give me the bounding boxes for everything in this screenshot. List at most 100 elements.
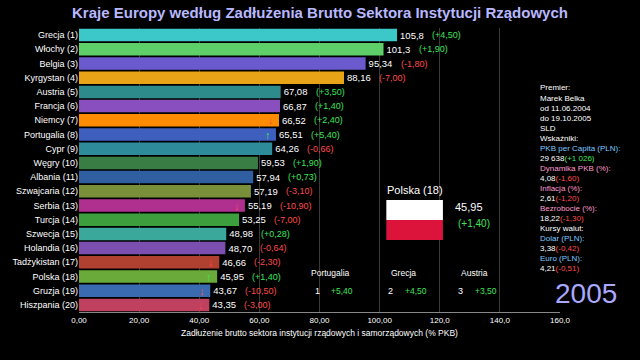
svg-text:(-3,10): (-3,10) xyxy=(286,186,313,196)
svg-text:53,25: 53,25 xyxy=(242,214,266,225)
svg-text:Francja (6): Francja (6) xyxy=(34,101,78,111)
svg-text:Szwecja (15): Szwecja (15) xyxy=(26,229,78,239)
svg-text:2,61(-1,20): 2,61(-1,20) xyxy=(540,194,579,203)
svg-text:Grecja: Grecja xyxy=(391,268,416,278)
svg-text:95,34: 95,34 xyxy=(369,58,393,69)
svg-text:(+1,40): (+1,40) xyxy=(252,272,281,282)
svg-text:Kraje Europy według Zadłużenia: Kraje Europy według Zadłużenia Brutto Se… xyxy=(72,4,568,21)
svg-text:Portugalia (8): Portugalia (8) xyxy=(24,130,78,140)
svg-text:Serbia (13): Serbia (13) xyxy=(33,201,78,211)
svg-text:46,66: 46,66 xyxy=(222,257,246,268)
svg-text:Austria (5): Austria (5) xyxy=(36,87,78,97)
svg-text:(+1,40): (+1,40) xyxy=(315,101,344,111)
svg-text:29 638(+1 026): 29 638(+1 026) xyxy=(540,154,595,163)
svg-text:Portugalia: Portugalia xyxy=(311,268,350,278)
svg-text:+3,50: +3,50 xyxy=(475,286,497,296)
svg-text:(+4,50): (+4,50) xyxy=(432,30,461,40)
svg-text:Turcja (14): Turcja (14) xyxy=(35,215,78,225)
svg-text:1: 1 xyxy=(315,286,320,296)
svg-text:Inflacja (%):: Inflacja (%): xyxy=(540,184,582,193)
svg-text:(-10,50): (-10,50) xyxy=(245,286,277,296)
svg-text:Dolar (PLN):: Dolar (PLN): xyxy=(540,234,584,243)
svg-text:40,00: 40,00 xyxy=(189,316,210,325)
svg-text:(+5,40): (+5,40) xyxy=(311,130,340,140)
svg-text:Belgia (3): Belgia (3) xyxy=(39,59,78,69)
svg-text:67,08: 67,08 xyxy=(284,86,308,97)
svg-text:20,00: 20,00 xyxy=(129,316,150,325)
svg-text:4,08(-1,60): 4,08(-1,60) xyxy=(540,174,579,183)
svg-text:(-7,00): (-7,00) xyxy=(274,215,301,225)
svg-text:Dynamika PKB (%):: Dynamika PKB (%): xyxy=(540,164,611,173)
svg-text:(-7,00): (-7,00) xyxy=(379,73,406,83)
svg-text:Cypr (9): Cypr (9) xyxy=(45,144,78,154)
svg-text:(+0,73): (+0,73) xyxy=(288,172,317,182)
svg-text:Kursy walut:: Kursy walut: xyxy=(540,224,584,233)
svg-text:4,21(-0,51): 4,21(-0,51) xyxy=(540,264,579,273)
svg-text:(-10,90): (-10,90) xyxy=(280,201,312,211)
svg-text:Wskaźniki:: Wskaźniki: xyxy=(540,134,578,143)
svg-text:55,19: 55,19 xyxy=(248,200,272,211)
svg-text:Kyrgystan (4): Kyrgystan (4) xyxy=(24,73,78,83)
svg-text:↑: ↑ xyxy=(265,129,271,141)
svg-text:↓: ↓ xyxy=(198,299,204,311)
svg-text:Albania (11): Albania (11) xyxy=(30,172,78,182)
svg-text:Hiszpania (20): Hiszpania (20) xyxy=(20,300,78,310)
svg-text:120,0: 120,0 xyxy=(430,316,451,325)
svg-text:57,94: 57,94 xyxy=(256,172,280,183)
svg-text:65,51: 65,51 xyxy=(279,129,303,140)
svg-text:Euro (PLN):: Euro (PLN): xyxy=(540,254,582,263)
svg-text:Węgry (10): Węgry (10) xyxy=(33,158,78,168)
svg-text:80,00: 80,00 xyxy=(309,316,330,325)
svg-text:(+1,90): (+1,90) xyxy=(419,44,448,54)
svg-text:Tadżykistan (17): Tadżykistan (17) xyxy=(12,257,78,267)
svg-text:↓: ↓ xyxy=(199,285,205,297)
svg-text:↓: ↓ xyxy=(234,200,240,212)
svg-text:105,8: 105,8 xyxy=(400,30,424,41)
svg-text:(+2,40): (+2,40) xyxy=(314,115,343,125)
svg-text:PKB per Capita (PLN):: PKB per Capita (PLN): xyxy=(540,144,620,153)
svg-text:60,00: 60,00 xyxy=(249,316,270,325)
svg-text:88,16: 88,16 xyxy=(347,72,371,83)
svg-text:45,95: 45,95 xyxy=(220,271,244,282)
svg-text:↑: ↑ xyxy=(206,271,212,283)
svg-text:Holandia (16): Holandia (16) xyxy=(24,243,78,253)
svg-text:Włochy (2): Włochy (2) xyxy=(35,44,78,54)
svg-text:57,19: 57,19 xyxy=(254,186,278,197)
svg-text:101,3: 101,3 xyxy=(387,44,411,55)
svg-text:(+1,90): (+1,90) xyxy=(293,158,322,168)
svg-text:Polska (18): Polska (18) xyxy=(387,184,443,196)
svg-text:66,87: 66,87 xyxy=(283,101,307,112)
svg-text:↓: ↓ xyxy=(208,256,214,268)
svg-text:+4,50: +4,50 xyxy=(405,286,427,296)
svg-text:45,95: 45,95 xyxy=(455,201,483,213)
svg-text:66,52: 66,52 xyxy=(282,115,306,126)
svg-text:64,26: 64,26 xyxy=(275,143,299,154)
svg-text:Bezrobocie (%):: Bezrobocie (%): xyxy=(540,204,597,213)
svg-text:Gruzja (19): Gruzja (19) xyxy=(33,286,78,296)
svg-text:SLD: SLD xyxy=(540,124,556,133)
svg-text:43,35: 43,35 xyxy=(212,299,236,310)
svg-text:Austria: Austria xyxy=(461,268,488,278)
svg-text:0,00: 0,00 xyxy=(71,316,87,325)
svg-text:(-1,80): (-1,80) xyxy=(401,59,428,69)
svg-text:43,67: 43,67 xyxy=(213,285,237,296)
svg-text:48,70: 48,70 xyxy=(228,243,252,254)
svg-text:Marek Belka: Marek Belka xyxy=(540,94,585,103)
svg-text:3,38(-0,42): 3,38(-0,42) xyxy=(540,244,579,253)
svg-text:(+3,50): (+3,50) xyxy=(316,87,345,97)
svg-text:3: 3 xyxy=(458,286,463,296)
svg-text:Zadłużenie brutto sektora inst: Zadłużenie brutto sektora instytucji rzą… xyxy=(181,328,458,338)
svg-text:(-3,00): (-3,00) xyxy=(244,300,271,310)
svg-text:Polska (18): Polska (18) xyxy=(32,272,78,282)
svg-text:140,0: 140,0 xyxy=(490,316,511,325)
svg-text:100,00: 100,00 xyxy=(367,316,392,325)
svg-text:(+1,40): (+1,40) xyxy=(458,218,490,229)
svg-text:59,53: 59,53 xyxy=(261,157,285,168)
svg-text:+5,40: +5,40 xyxy=(331,286,353,296)
svg-text:(+0,28): (+0,28) xyxy=(261,229,290,239)
svg-text:(-0,64): (-0,64) xyxy=(260,243,287,253)
svg-text:2005: 2005 xyxy=(555,278,617,309)
svg-text:↓: ↓ xyxy=(268,114,274,126)
svg-text:do 19.10.2005: do 19.10.2005 xyxy=(540,114,592,123)
svg-text:Premier:: Premier: xyxy=(540,83,570,92)
